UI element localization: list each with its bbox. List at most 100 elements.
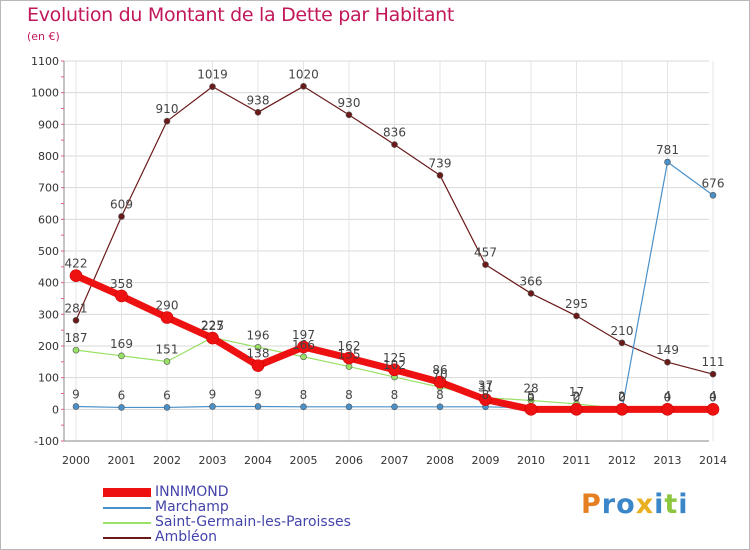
legend-item: INNIMOND bbox=[103, 485, 351, 500]
x-tick-label: 2003 bbox=[199, 454, 227, 467]
data-point-marchamp bbox=[709, 191, 717, 199]
data-label-ambl-on: 930 bbox=[338, 96, 361, 110]
y-tick-label: 1100 bbox=[31, 55, 59, 68]
x-tick-label: 2011 bbox=[563, 454, 591, 467]
data-label-ambl-on: 910 bbox=[156, 102, 179, 116]
data-label-saint-germain-les-paroisses: 70 bbox=[432, 368, 447, 382]
data-label-innimond: 290 bbox=[156, 299, 179, 313]
legend-label: Marchamp bbox=[155, 499, 229, 515]
data-label-ambl-on: 457 bbox=[474, 246, 497, 260]
x-tick-label: 2006 bbox=[335, 454, 363, 467]
y-tick-label: 700 bbox=[38, 182, 59, 195]
data-point-ambl-on bbox=[436, 172, 444, 179]
data-label-ambl-on: 281 bbox=[65, 301, 88, 315]
legend-label: Saint-Germain-les-Paroisses bbox=[155, 514, 351, 530]
data-label-innimond: 125 bbox=[383, 351, 406, 365]
x-tick-label: 2009 bbox=[472, 454, 500, 467]
data-label-ambl-on: 1019 bbox=[197, 68, 228, 82]
data-label-saint-germain-les-paroisses: 4 bbox=[664, 389, 672, 403]
data-point-innimond bbox=[661, 403, 674, 416]
logo-letter: P bbox=[581, 489, 602, 520]
data-label-innimond: 86 bbox=[432, 363, 447, 377]
data-label-ambl-on: 210 bbox=[611, 324, 634, 338]
data-point-ambl-on bbox=[482, 261, 489, 268]
data-point-ambl-on bbox=[72, 317, 80, 324]
data-point-innimond bbox=[251, 359, 265, 372]
data-label-marchamp: 8 bbox=[436, 388, 444, 402]
data-label-marchamp: 2 bbox=[573, 390, 581, 404]
data-point-ambl-on bbox=[573, 312, 580, 320]
data-label-ambl-on: 836 bbox=[383, 126, 406, 140]
logo-letter: x bbox=[635, 489, 655, 520]
data-label-saint-germain-les-paroisses: 169 bbox=[110, 337, 133, 351]
data-label-marchamp: 8 bbox=[345, 388, 353, 402]
data-label-innimond: 422 bbox=[65, 257, 88, 271]
data-label-saint-germain-les-paroisses: 28 bbox=[523, 381, 538, 395]
data-point-innimond bbox=[570, 403, 583, 416]
data-label-ambl-on: 149 bbox=[656, 343, 679, 357]
x-tick-label: 2005 bbox=[290, 454, 318, 467]
data-label-saint-germain-les-paroisses: 17 bbox=[569, 385, 584, 399]
data-label-saint-germain-les-paroisses: 102 bbox=[383, 358, 406, 372]
data-point-saint-germain-les-paroisses bbox=[163, 358, 171, 365]
data-point-ambl-on bbox=[709, 370, 717, 378]
data-point-ambl-on bbox=[664, 358, 671, 366]
data-point-marchamp bbox=[118, 404, 125, 411]
logo-letter: i bbox=[678, 489, 689, 520]
data-label-ambl-on: 366 bbox=[520, 274, 543, 288]
legend-label: Ambléon bbox=[155, 529, 218, 545]
data-point-marchamp bbox=[163, 404, 171, 411]
data-label-innimond: 162 bbox=[338, 339, 361, 353]
data-label-saint-germain-les-paroisses: 37 bbox=[478, 379, 493, 393]
y-tick-label: 500 bbox=[38, 245, 59, 258]
data-point-innimond bbox=[69, 269, 83, 283]
data-label-marchamp: 6 bbox=[163, 388, 171, 402]
logo-letter: o bbox=[616, 489, 636, 520]
legend-swatch bbox=[103, 488, 151, 497]
legend-item: Marchamp bbox=[103, 500, 351, 515]
data-label-marchamp: 8 bbox=[391, 388, 399, 402]
data-point-marchamp bbox=[436, 403, 444, 411]
data-label-innimond: 0 bbox=[664, 390, 672, 404]
data-label-marchamp: 6 bbox=[118, 388, 126, 402]
x-tick-label: 2001 bbox=[108, 454, 136, 467]
data-label-marchamp: 9 bbox=[209, 387, 217, 401]
data-point-innimond bbox=[615, 403, 629, 416]
x-tick-label: 2007 bbox=[381, 454, 409, 467]
y-tick-label: -100 bbox=[34, 435, 59, 448]
data-point-innimond bbox=[524, 403, 538, 416]
legend-label: INNIMOND bbox=[155, 484, 229, 500]
data-point-innimond bbox=[388, 363, 401, 377]
legend-item: Saint-Germain-les-Paroisses bbox=[103, 515, 351, 530]
data-label-ambl-on: 1020 bbox=[288, 67, 319, 81]
data-label-saint-germain-les-paroisses: 151 bbox=[156, 343, 179, 357]
y-tick-label: 300 bbox=[38, 308, 59, 321]
data-point-innimond bbox=[206, 331, 219, 345]
y-tick-label: 400 bbox=[38, 277, 59, 290]
data-label-saint-germain-les-paroisses: 4 bbox=[709, 389, 717, 403]
x-tick-label: 2012 bbox=[608, 454, 636, 467]
data-point-ambl-on bbox=[163, 117, 171, 125]
logo-letter: t bbox=[664, 489, 679, 520]
x-tick-label: 2010 bbox=[517, 454, 545, 467]
data-label-innimond: 0 bbox=[709, 390, 717, 404]
chart-legend: INNIMOND Marchamp Saint-Germain-les-Parois… bbox=[103, 485, 351, 545]
x-tick-label: 2000 bbox=[62, 454, 90, 467]
data-label-marchamp: 8 bbox=[482, 388, 490, 402]
x-tick-label: 2002 bbox=[153, 454, 181, 467]
data-label-saint-germain-les-paroisses: 187 bbox=[65, 331, 88, 345]
y-tick-label: 0 bbox=[52, 403, 59, 416]
data-label-innimond: 0 bbox=[527, 390, 535, 404]
data-point-saint-germain-les-paroisses bbox=[72, 346, 80, 354]
data-point-innimond bbox=[297, 340, 310, 354]
logo-letter: i bbox=[654, 489, 665, 520]
data-point-saint-germain-les-paroisses bbox=[345, 363, 353, 370]
data-point-marchamp bbox=[345, 403, 353, 411]
data-label-marchamp: 9 bbox=[254, 387, 262, 401]
data-label-ambl-on: 295 bbox=[565, 297, 588, 311]
data-point-saint-germain-les-paroisses bbox=[118, 352, 125, 360]
chart-title: Evolution du Montant de la Dette par Hab… bbox=[27, 4, 455, 26]
data-label-marchamp: 9 bbox=[72, 387, 80, 401]
data-label-saint-germain-les-paroisses: 2 bbox=[618, 390, 626, 404]
